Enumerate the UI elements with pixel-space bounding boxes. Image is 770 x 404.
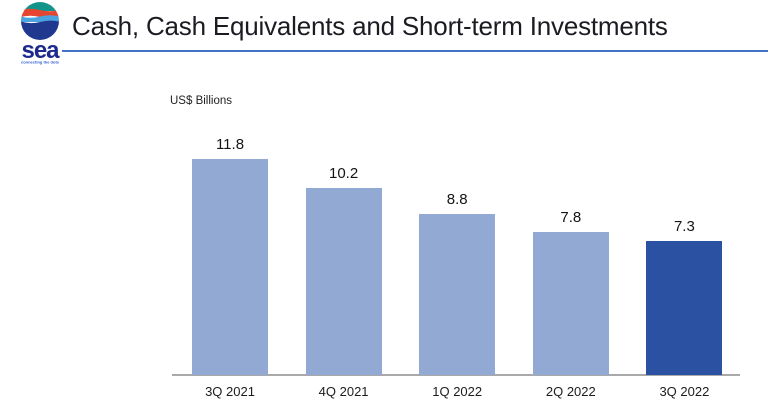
bar-value-label: 11.8	[215, 136, 245, 153]
sea-logo-tagline: connecting the dots	[21, 60, 60, 65]
sea-logo: sea connecting the dots	[21, 2, 61, 65]
bar	[192, 159, 268, 375]
x-axis-label: 1Q 2022	[432, 384, 483, 399]
x-axis-label: 3Q 2022	[659, 384, 710, 399]
x-axis-label: 2Q 2022	[545, 384, 596, 399]
page-title: Cash, Cash Equivalents and Short-term In…	[72, 11, 668, 41]
x-axis-label: 4Q 2021	[318, 384, 369, 399]
bar-value-label: 7.8	[560, 209, 582, 226]
sea-logo-globe-icon	[21, 2, 59, 40]
sea-logo-wordmark: sea	[21, 37, 60, 64]
bar-value-label: 10.2	[328, 165, 359, 182]
bar-value-label: 7.3	[673, 218, 695, 235]
bar	[646, 241, 723, 375]
x-axis-line	[172, 374, 740, 376]
y-axis-unit-label: US$ Billions	[170, 95, 232, 107]
x-axis-label: 3Q 2021	[205, 384, 255, 399]
bar	[305, 188, 382, 375]
bar	[419, 214, 496, 375]
title-underline	[62, 50, 768, 52]
bar	[532, 232, 609, 375]
bar-value-label: 8.8	[446, 191, 468, 208]
